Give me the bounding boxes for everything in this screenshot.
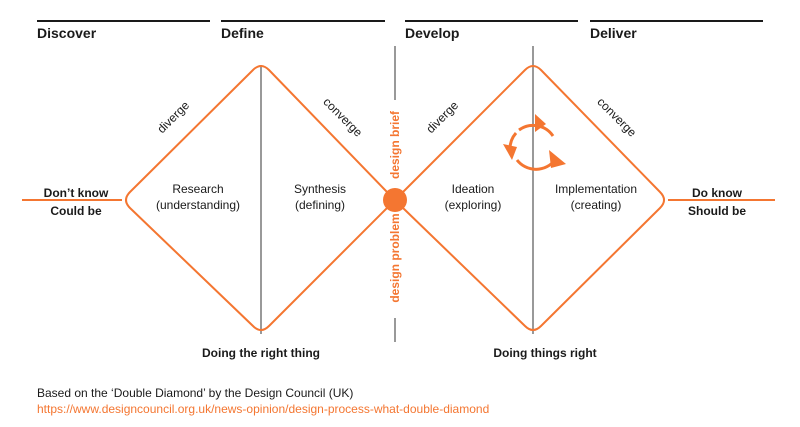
phase-label-develop: Develop (405, 25, 460, 41)
diverge-label-second: diverge (423, 98, 461, 136)
activity-research-detail: (understanding) (156, 198, 240, 212)
circular-arrows-icon (503, 114, 566, 171)
activity-ideation-detail: (exploring) (445, 198, 502, 212)
converge-label-first: converge (320, 95, 365, 140)
second-diamond (394, 65, 665, 331)
design-brief-node (383, 188, 407, 212)
phase-rule-discover (37, 20, 210, 22)
activity-implementation-name: Implementation (555, 182, 637, 196)
right-edge-should-be: Should be (688, 204, 746, 218)
left-edge-could-be: Could be (50, 204, 102, 218)
phase-label-define: Define (221, 25, 264, 41)
phase-label-discover: Discover (37, 25, 97, 41)
activity-research-name: Research (172, 182, 223, 196)
phase-label-deliver: Deliver (590, 25, 637, 41)
left-edge-dont-know: Don’t know (44, 186, 109, 200)
right-edge-do-know: Do know (692, 186, 743, 200)
design-brief-label: design brief (388, 110, 402, 179)
diverge-label-first: diverge (154, 98, 192, 136)
doing-things-right-label: Doing things right (493, 346, 596, 360)
activity-synthesis-detail: (defining) (295, 198, 345, 212)
activity-implementation-detail: (creating) (571, 198, 622, 212)
first-diamond (125, 65, 396, 331)
footer-credit: Based on the ‘Double Diamond’ by the Des… (37, 386, 354, 400)
phase-rule-define (221, 20, 385, 22)
doing-the-right-thing-label: Doing the right thing (202, 346, 320, 360)
phase-rule-deliver (590, 20, 763, 22)
activity-synthesis-name: Synthesis (294, 182, 346, 196)
source-link[interactable]: https://www.designcouncil.org.uk/news-op… (37, 402, 490, 416)
activity-ideation-name: Ideation (452, 182, 495, 196)
design-problem-label: design problem (388, 213, 402, 302)
phase-rule-develop (405, 20, 578, 22)
